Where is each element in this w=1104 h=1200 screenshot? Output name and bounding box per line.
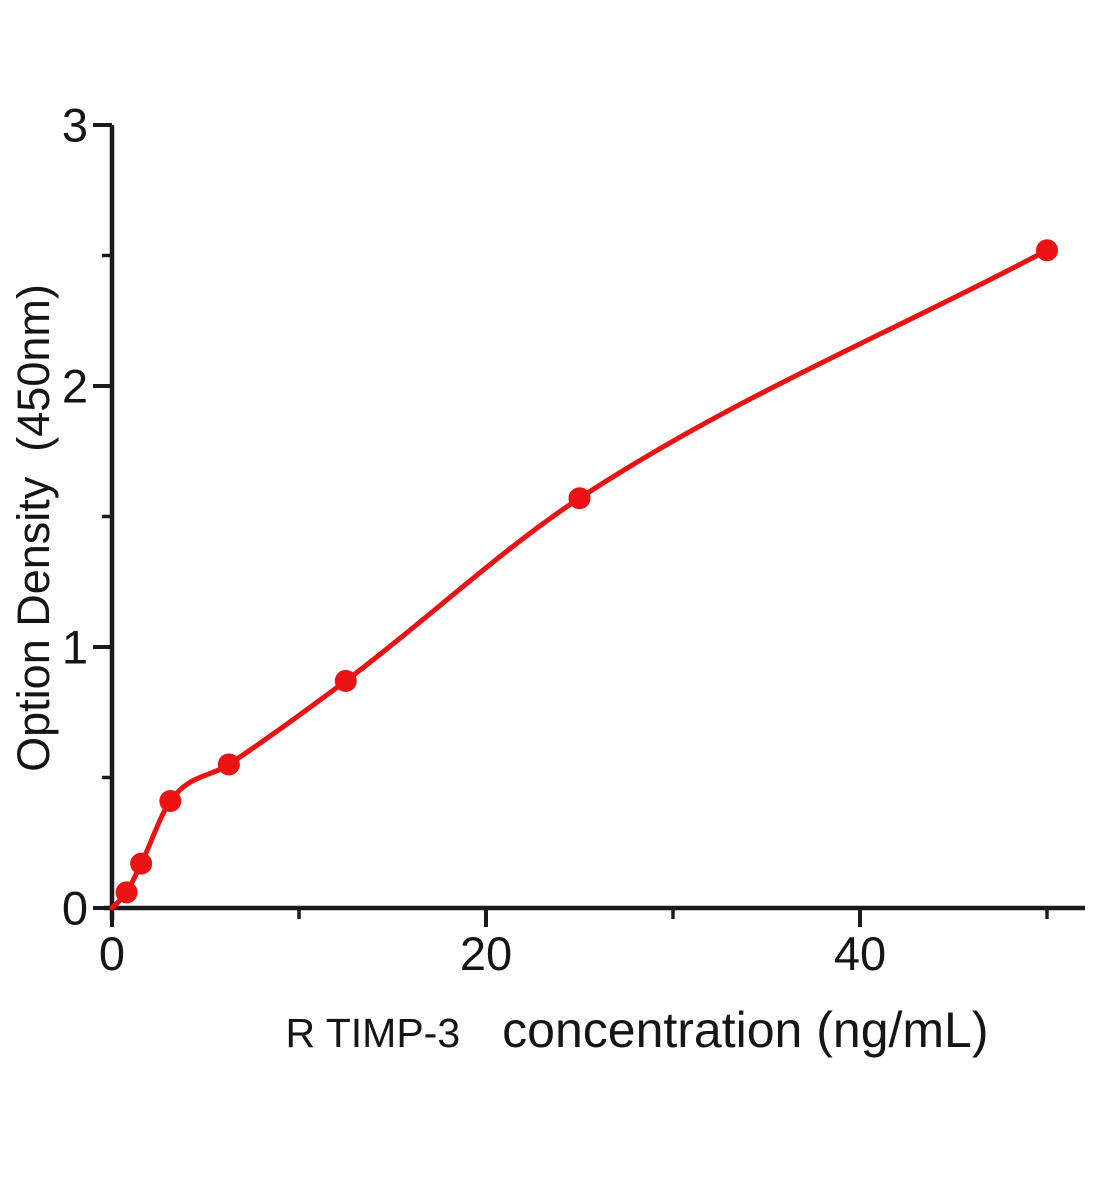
- x-axis-title-main: concentration (ng/mL): [502, 1002, 989, 1058]
- x-tick-label: 40: [834, 927, 886, 980]
- data-point: [217, 753, 240, 776]
- y-axis-title: Option Density (450nm): [8, 284, 59, 772]
- y-tick-label: 1: [62, 620, 88, 673]
- data-point: [568, 487, 591, 510]
- x-tick-label: 20: [460, 927, 512, 980]
- x-axis-title: R TIMP-3 concentration (ng/mL): [285, 1001, 988, 1059]
- x-tick-label: 0: [99, 927, 125, 980]
- data-point: [1036, 239, 1058, 262]
- x-axis-title-prefix: R TIMP-3: [285, 1010, 461, 1056]
- data-point: [334, 669, 357, 692]
- data-point: [130, 852, 153, 875]
- y-tick-label: 0: [62, 881, 88, 934]
- data-point: [115, 881, 138, 904]
- fit-curve-line: [109, 247, 1050, 911]
- y-tick-label: 3: [62, 98, 88, 151]
- y-tick-label: 2: [62, 359, 88, 412]
- data-point: [159, 789, 182, 812]
